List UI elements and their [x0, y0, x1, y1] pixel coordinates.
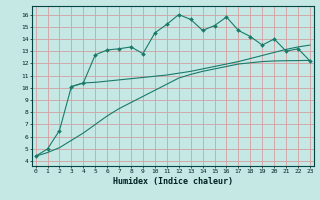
X-axis label: Humidex (Indice chaleur): Humidex (Indice chaleur)	[113, 177, 233, 186]
